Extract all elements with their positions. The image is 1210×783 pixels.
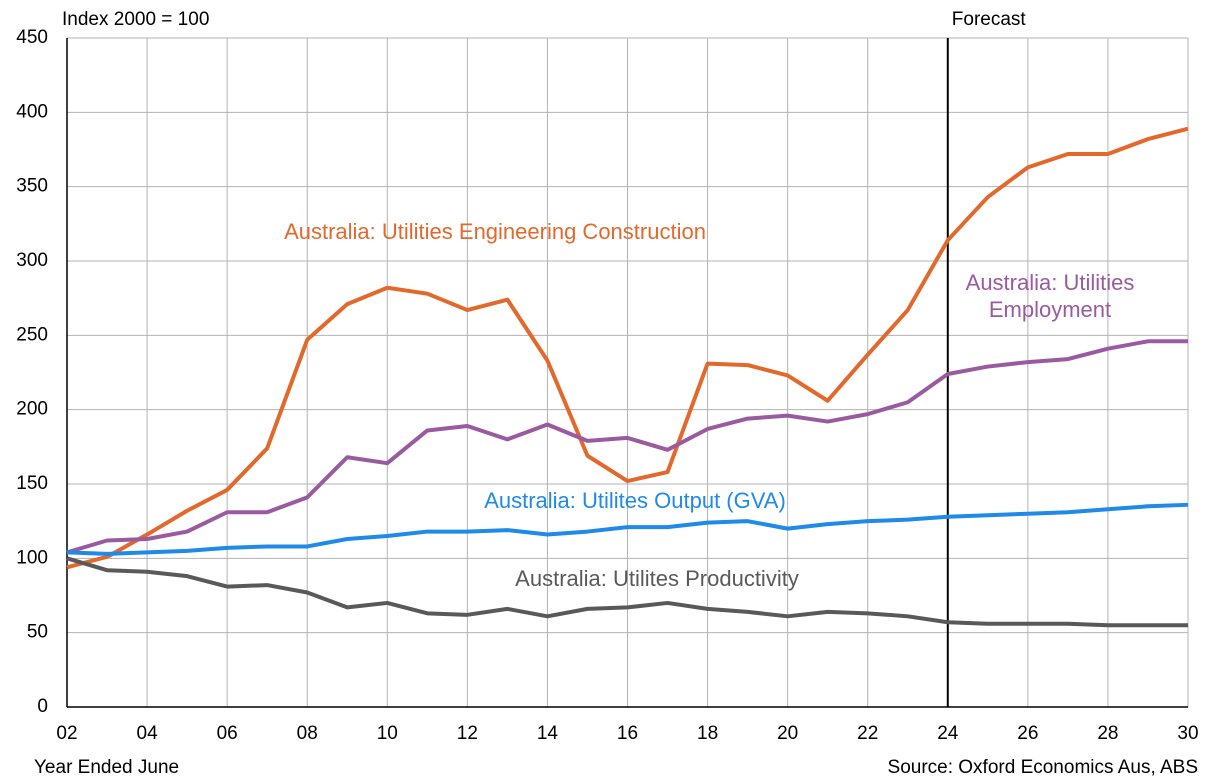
x-tick-label: 20 bbox=[777, 723, 798, 744]
series-label: Australia: Utilites Productivity bbox=[515, 565, 799, 591]
x-tick-label: 22 bbox=[857, 723, 878, 744]
x-tick-label: 08 bbox=[297, 723, 318, 744]
series-line bbox=[66, 339, 1188, 555]
x-tick-label: 02 bbox=[56, 723, 77, 744]
x-tick-label: 24 bbox=[937, 723, 959, 744]
x-axis-label: Year Ended June bbox=[34, 757, 179, 778]
series-label: Australia: Utilities Employment bbox=[965, 270, 1135, 322]
x-tick-label: 28 bbox=[1097, 723, 1118, 744]
x-tick-label: 18 bbox=[697, 723, 718, 744]
y-tick-label: 50 bbox=[27, 622, 48, 643]
y-tick-label: 400 bbox=[16, 101, 48, 122]
y-tick-label: 0 bbox=[37, 696, 48, 717]
y-tick-label: 150 bbox=[16, 473, 48, 494]
series-line bbox=[66, 502, 1189, 556]
series-label: Australia: Utilites Output (GVA) bbox=[484, 487, 786, 513]
y-tick-label: 200 bbox=[16, 399, 48, 420]
x-tick-label: 06 bbox=[217, 723, 238, 744]
x-tick-label: 12 bbox=[457, 723, 478, 744]
x-tick-label: 10 bbox=[377, 723, 398, 744]
x-tick-label: 16 bbox=[617, 723, 638, 744]
x-tick-label: 30 bbox=[1177, 723, 1198, 744]
y-tick-label: 450 bbox=[16, 27, 48, 48]
y-axis-label: Index 2000 = 100 bbox=[62, 9, 209, 30]
source: Source: Oxford Economics Aus, ABS bbox=[888, 757, 1198, 778]
x-tick-label: 26 bbox=[1017, 723, 1038, 744]
y-tick-label: 250 bbox=[16, 324, 48, 345]
series-label: Australia: Utilities Engineering Constru… bbox=[284, 218, 706, 244]
y-tick-label: 350 bbox=[16, 176, 48, 197]
series-line bbox=[66, 556, 1188, 628]
forecast-label: Forecast bbox=[952, 9, 1027, 30]
series-line bbox=[66, 126, 1189, 570]
y-tick-label: 100 bbox=[16, 547, 48, 568]
y-tick-label: 300 bbox=[16, 250, 48, 271]
x-tick-label: 04 bbox=[137, 723, 159, 744]
x-tick-label: 14 bbox=[537, 723, 559, 744]
